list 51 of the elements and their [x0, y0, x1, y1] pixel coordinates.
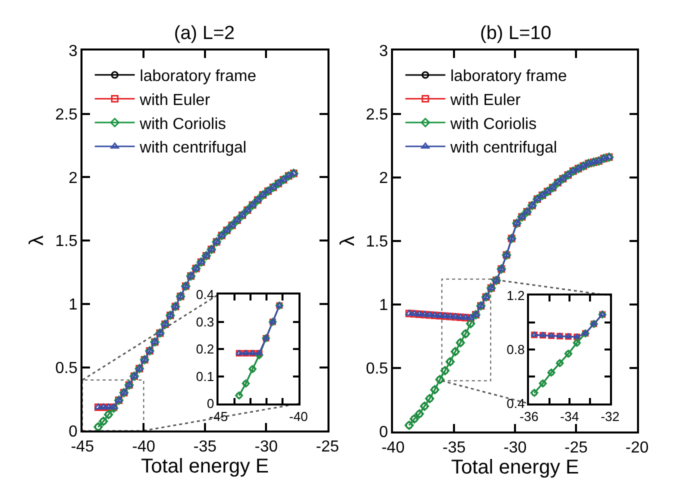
x-tick-label: -40	[289, 409, 308, 424]
x-tick-label: -45	[70, 438, 94, 456]
y-axis-title: λ	[26, 236, 48, 246]
y-tick-label: 0	[206, 396, 214, 412]
y-tick-label: 0.8	[506, 342, 525, 358]
x-tick-label: -32	[600, 409, 620, 424]
y-tick-label: 0	[379, 424, 388, 442]
y-tick-label: 0	[68, 423, 78, 440]
x-tick-label: -36	[520, 409, 538, 424]
y-tick-label: 0.3	[196, 314, 214, 330]
x-tick-label: -40	[381, 440, 405, 457]
y-tick-label: 0.2	[196, 342, 214, 357]
y-tick-label: 3	[68, 43, 78, 60]
legend-label: with Coriolis	[449, 116, 537, 133]
y-tick-label: 0.4	[506, 396, 525, 412]
y-tick-label: 3	[379, 43, 388, 60]
x-tick-label: -35	[442, 440, 466, 457]
legend-label: with centrifugal	[138, 140, 246, 157]
y-tick-label: 0.5	[55, 360, 78, 377]
y-tick-label: 2.5	[366, 106, 388, 124]
legend-label: with Euler	[138, 92, 211, 109]
legend-label: with Coriolis	[138, 116, 226, 133]
y-tick-label: 1.5	[55, 233, 78, 250]
x-axis-title: Total energy E	[451, 456, 579, 479]
y-tick-label: 2	[68, 170, 78, 187]
x-tick-label: -25	[316, 438, 340, 456]
legend-label: laboratory frame	[140, 68, 256, 86]
x-tick-label: -25	[564, 440, 588, 457]
y-axis-title: λ	[336, 236, 359, 246]
y-tick-label: 0.5	[366, 360, 388, 378]
x-tick-label: -30	[504, 440, 527, 457]
x-tick-label: -40	[132, 438, 156, 456]
x-tick-label: -45	[209, 409, 228, 424]
chart-title: (a) L=2	[174, 23, 235, 44]
chart-title: (b) L=10	[480, 23, 552, 44]
x-tick-label: -20	[626, 440, 649, 457]
y-tick-label: 1.5	[366, 234, 388, 251]
y-tick-label: 1	[379, 297, 388, 314]
legend-label: with centrifugal	[449, 140, 558, 157]
y-tick-label: 0.1	[196, 368, 214, 384]
x-tick-label: -30	[254, 438, 278, 456]
y-tick-label: 1	[68, 296, 78, 314]
x-tick-label: -35	[193, 438, 217, 456]
y-tick-label: 1.2	[506, 288, 525, 304]
y-tick-label: 2	[379, 170, 388, 188]
legend-label: with Euler	[449, 92, 522, 109]
y-tick-label: 0.4	[196, 287, 214, 302]
x-axis-title: Total energy E	[141, 456, 269, 478]
legend-label: laboratory frame	[450, 68, 567, 86]
y-tick-label: 2.5	[55, 106, 78, 124]
x-tick-label: -34	[560, 409, 579, 424]
